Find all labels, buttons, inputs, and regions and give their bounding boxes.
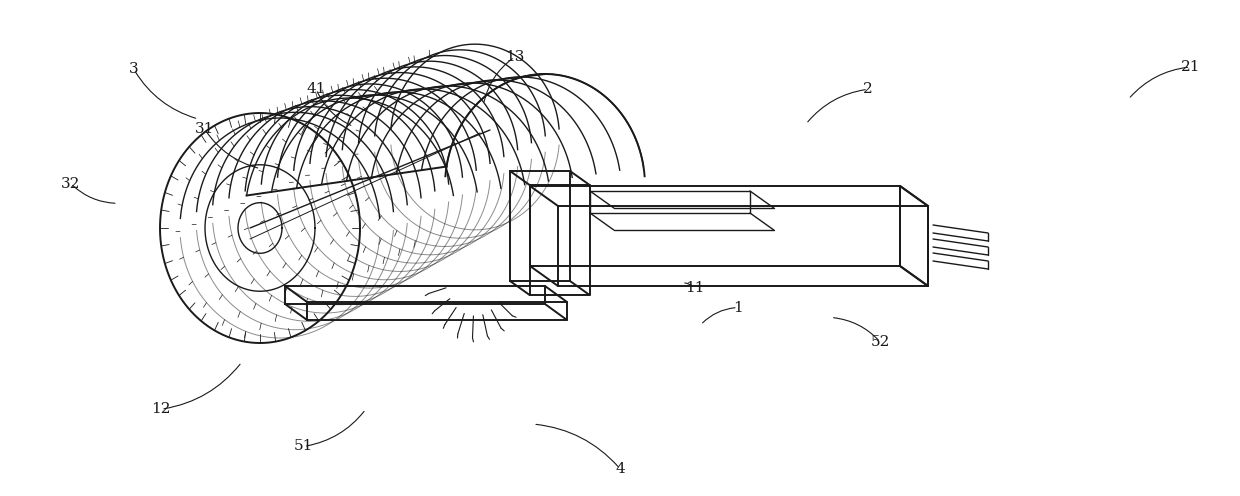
Text: 1: 1 [733,301,743,314]
Text: 21: 21 [1180,60,1200,74]
Text: 41: 41 [306,82,326,96]
Text: 2: 2 [863,82,873,96]
Text: 11: 11 [684,281,704,295]
Text: 3: 3 [129,62,139,76]
Text: 13: 13 [505,50,525,64]
Text: 52: 52 [870,335,890,349]
Text: 32: 32 [61,177,81,190]
Text: 4: 4 [615,462,625,476]
Text: 51: 51 [294,439,314,453]
Text: 31: 31 [195,122,215,136]
Text: 12: 12 [151,402,171,416]
